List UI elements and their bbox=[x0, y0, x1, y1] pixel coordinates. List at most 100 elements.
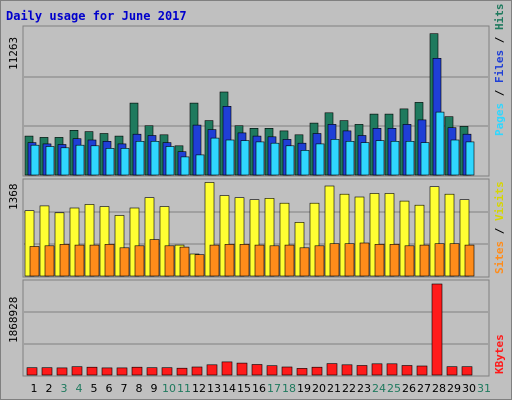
x-tick-label: 31 bbox=[477, 382, 491, 395]
sites-bar bbox=[29, 246, 40, 277]
legend-visits-sites: Sites / Visits bbox=[493, 181, 506, 274]
visits-bar bbox=[339, 193, 350, 277]
kbytes-bar bbox=[461, 366, 473, 376]
sites-bar bbox=[239, 244, 250, 277]
sites-bar bbox=[374, 244, 385, 277]
legend-visits: Visits bbox=[493, 181, 506, 221]
pages-bar bbox=[255, 141, 265, 176]
legend-hits: Hits bbox=[493, 4, 506, 31]
pages-bar bbox=[270, 142, 280, 176]
x-tick-label: 14 bbox=[222, 382, 236, 395]
sites-bar bbox=[329, 243, 340, 277]
sites-bar bbox=[389, 244, 400, 277]
sites-bar bbox=[74, 244, 85, 277]
kbytes-bar bbox=[311, 366, 323, 376]
pages-bar bbox=[345, 141, 355, 176]
sites-bar bbox=[359, 242, 370, 277]
visits-bar bbox=[369, 193, 380, 277]
pages-bar bbox=[225, 139, 235, 176]
pages-bar bbox=[60, 147, 70, 176]
pages-bar bbox=[450, 139, 460, 176]
x-tick-label: 6 bbox=[106, 382, 113, 395]
x-tick-label: 7 bbox=[121, 382, 128, 395]
sites-bar bbox=[419, 244, 430, 277]
x-tick-label: 1 bbox=[31, 382, 38, 395]
x-axis-labels: 1 2 3 4 5 6 7 8 9 10 11 12 13 14 15 16 17 18 19 20 21 22 23 24 2… bbox=[31, 382, 492, 395]
kbytes-bar bbox=[191, 366, 203, 376]
pages-bar bbox=[240, 140, 250, 176]
sites-bar bbox=[179, 246, 190, 277]
x-tick-label: 8 bbox=[136, 382, 143, 395]
x-tick-label: 23 bbox=[357, 382, 371, 395]
visits-bar bbox=[84, 204, 95, 277]
visits-ymax-label: 1368 bbox=[7, 184, 20, 211]
x-tick-label: 13 bbox=[207, 382, 221, 395]
visits-bar bbox=[444, 193, 455, 277]
x-tick-label: 28 bbox=[432, 382, 446, 395]
kbytes-bar bbox=[386, 363, 398, 376]
sites-bar bbox=[299, 247, 310, 277]
visits-bar bbox=[324, 185, 335, 277]
pages-bar bbox=[105, 148, 115, 176]
pages-bar bbox=[45, 146, 55, 176]
kbytes-bar bbox=[266, 365, 278, 376]
sites-bar bbox=[254, 244, 265, 277]
x-tick-label: 3 bbox=[61, 382, 68, 395]
x-tick-label: 11 bbox=[177, 382, 191, 395]
x-tick-label: 5 bbox=[91, 382, 98, 395]
kbytes-bar bbox=[206, 364, 218, 376]
kbytes-bar bbox=[326, 363, 338, 376]
kbytes-bar bbox=[356, 365, 368, 376]
visits-bar bbox=[384, 193, 395, 277]
kbytes-bar bbox=[26, 367, 38, 376]
pages-bar bbox=[210, 137, 220, 176]
pages-bar bbox=[465, 141, 475, 176]
x-tick-label: 27 bbox=[417, 382, 431, 395]
kbytes-bar bbox=[116, 367, 128, 376]
visits-bar bbox=[279, 202, 290, 277]
visits-bar bbox=[129, 207, 140, 277]
x-tick-label: 9 bbox=[151, 382, 158, 395]
sites-bar bbox=[149, 239, 160, 277]
sites-bar bbox=[194, 254, 205, 277]
kbytes-bar bbox=[161, 367, 173, 376]
x-tick-label: 26 bbox=[402, 382, 416, 395]
pages-bar bbox=[405, 141, 415, 176]
x-tick-label: 18 bbox=[282, 382, 296, 395]
visits-bar bbox=[459, 199, 470, 277]
kbytes-bar bbox=[416, 365, 428, 376]
kbytes-bar bbox=[71, 366, 83, 376]
kbytes-ymax-label: 1868928 bbox=[7, 297, 20, 343]
sites-bar bbox=[104, 244, 115, 277]
kbytes-bar bbox=[56, 367, 68, 376]
kbytes-bar bbox=[431, 283, 443, 376]
sites-bar bbox=[164, 245, 175, 277]
x-tick-label: 22 bbox=[342, 382, 356, 395]
chart-title: Daily usage for June 2017 bbox=[6, 9, 187, 23]
visits-bar bbox=[69, 207, 80, 277]
x-tick-label: 16 bbox=[252, 382, 266, 395]
pages-bar bbox=[120, 148, 130, 176]
visits-bar bbox=[114, 215, 125, 277]
kbytes-bar bbox=[86, 366, 98, 376]
sites-bar bbox=[344, 243, 355, 277]
sites-bar bbox=[284, 244, 295, 277]
kbytes-bar bbox=[296, 368, 308, 376]
visits-bar bbox=[354, 196, 365, 277]
kbytes-bar bbox=[341, 364, 353, 376]
visits-bar bbox=[249, 199, 260, 277]
pages-bar bbox=[360, 142, 370, 176]
hits-ymax-label: 11263 bbox=[7, 37, 20, 70]
visits-bar bbox=[159, 206, 170, 277]
pages-bar bbox=[420, 142, 430, 176]
kbytes-bar bbox=[446, 366, 458, 376]
x-tick-label: 10 bbox=[162, 382, 176, 395]
pages-bar bbox=[150, 141, 160, 176]
visits-bar bbox=[99, 206, 110, 277]
kbytes-bar bbox=[131, 366, 143, 376]
sites-bar bbox=[119, 247, 130, 277]
panel-kbytes bbox=[22, 279, 490, 377]
visits-bar bbox=[234, 197, 245, 277]
pages-bar bbox=[285, 145, 295, 176]
kbytes-bar bbox=[101, 367, 113, 376]
